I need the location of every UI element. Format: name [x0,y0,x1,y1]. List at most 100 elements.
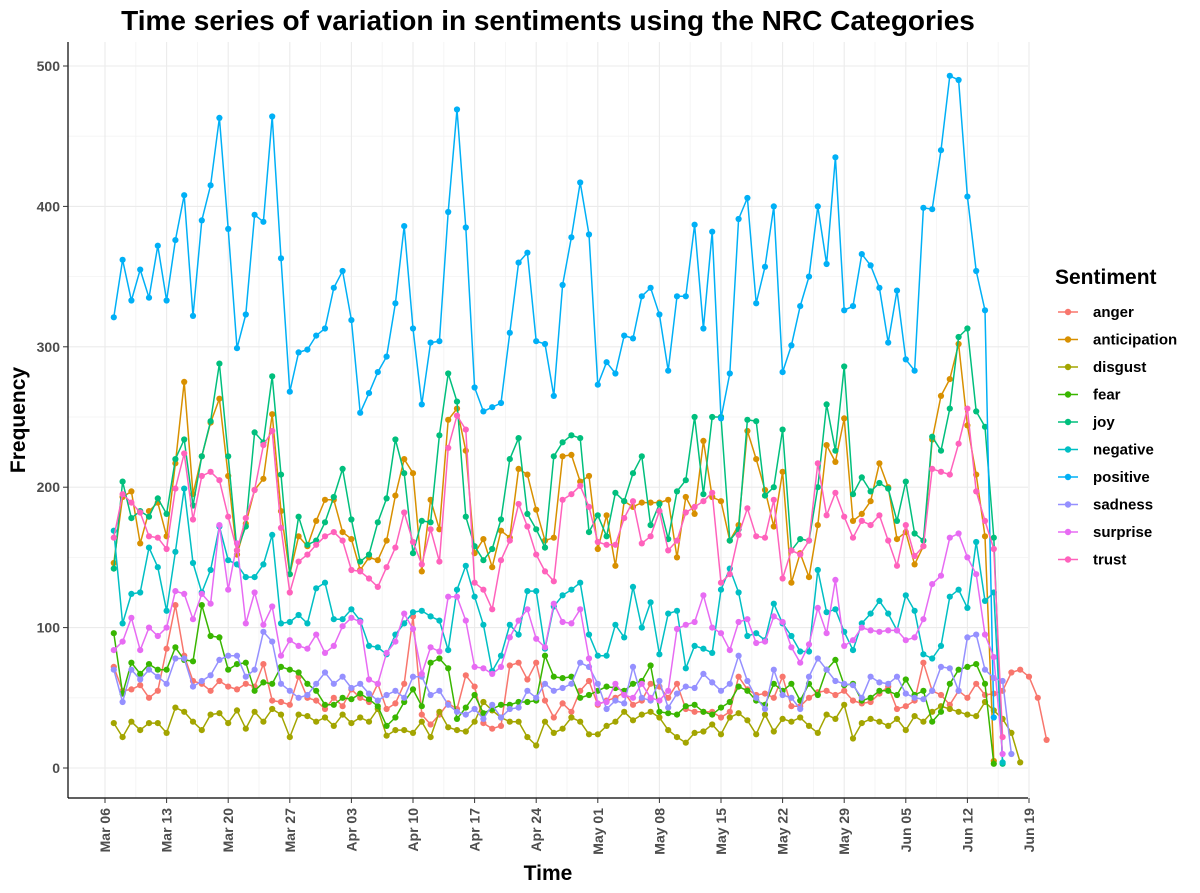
data-point-anger [137,682,144,689]
data-point-positive [559,281,566,289]
data-point-disgust [348,720,355,727]
data-point-joy [770,484,777,491]
data-point-negative [797,648,804,655]
data-point-anger [585,677,593,685]
data-point-sadness [779,691,786,699]
data-point-sadness [893,673,901,680]
data-point-disgust [462,728,469,735]
data-point-negative [621,634,628,641]
data-point-trust [277,524,285,532]
data-point-trust [612,541,619,548]
data-point-sadness [717,687,725,694]
data-point-joy [849,491,857,498]
data-point-joy [409,550,417,557]
data-point-anger [647,680,654,687]
data-point-anger [629,701,637,708]
data-point-fear [867,694,874,701]
data-point-surprise [181,590,188,598]
data-point-fear [981,680,989,687]
data-point-fear [990,760,997,767]
data-point-disgust [647,708,654,715]
data-point-positive [506,329,513,336]
data-point-sadness [770,666,777,673]
data-point-surprise [902,637,909,644]
data-point-negative [119,620,126,627]
data-point-disgust [216,710,223,717]
data-point-negative [137,589,144,596]
data-point-sadness [885,680,892,687]
data-point-joy [277,471,285,478]
data-point-anger [717,714,725,721]
data-point-fear [497,701,505,708]
data-point-trust [647,533,654,540]
data-point-sadness [700,670,707,678]
data-point-positive [145,294,153,301]
data-point-fear [445,665,452,672]
x-tick-label: May 22 [775,808,791,855]
legend-item-anticipation: anticipation [1058,332,1177,349]
data-point-disgust [286,734,293,741]
data-point-disgust [920,718,927,725]
data-point-disgust [832,715,839,723]
data-point-surprise [506,634,513,641]
data-point-trust [691,503,698,510]
data-point-joy [779,426,786,433]
data-point-anger [163,645,170,652]
data-point-positive [735,215,742,223]
data-point-trust [489,606,496,613]
data-point-anticipation [128,488,135,495]
data-point-disgust [568,714,575,721]
data-point-sadness [797,705,804,713]
data-point-trust [893,562,901,569]
data-point-trust [436,558,443,565]
data-point-anger [330,694,337,701]
data-point-anger [225,683,232,690]
data-point-sadness [471,705,478,713]
data-point-surprise [137,647,144,654]
data-point-negative [163,607,170,614]
data-point-trust [849,534,857,541]
data-point-trust [761,534,769,541]
data-point-anger [418,711,425,718]
data-point-joy [832,447,839,454]
data-point-trust [867,522,874,529]
data-point-disgust [533,742,540,749]
data-point-anticipation [638,499,645,506]
data-point-fear [550,673,557,680]
data-point-trust [673,537,681,544]
data-point-sadness [251,666,258,673]
data-point-fear [365,696,373,703]
data-point-sadness [515,704,522,711]
data-point-sadness [462,711,469,718]
data-point-negative [533,588,540,595]
data-point-trust [797,551,804,558]
data-point-trust [946,471,953,478]
data-point-trust [207,468,214,475]
data-point-surprise [841,642,848,650]
data-point-anticipation [691,510,698,517]
data-point-sadness [849,682,857,689]
data-point-surprise [656,697,663,704]
data-point-sadness [973,631,980,638]
data-point-surprise [154,632,161,640]
data-point-surprise [726,647,733,654]
data-point-fear [348,696,355,703]
series-negative [110,485,1006,766]
data-point-negative [638,624,645,631]
data-point-disgust [225,720,232,727]
data-point-positive [682,293,689,300]
data-point-surprise [647,694,654,701]
data-point-disgust [858,720,865,727]
data-point-disgust [814,729,821,737]
data-point-surprise [612,680,619,687]
data-point-joy [753,418,760,425]
data-point-fear [665,710,672,717]
data-point-fear [585,691,593,699]
data-point-trust [594,538,601,546]
data-point-positive [110,314,117,321]
data-point-trust [603,541,610,548]
data-point-disgust [145,720,153,727]
data-point-positive [621,332,628,339]
data-point-trust [365,575,373,582]
data-point-disgust [392,727,399,734]
